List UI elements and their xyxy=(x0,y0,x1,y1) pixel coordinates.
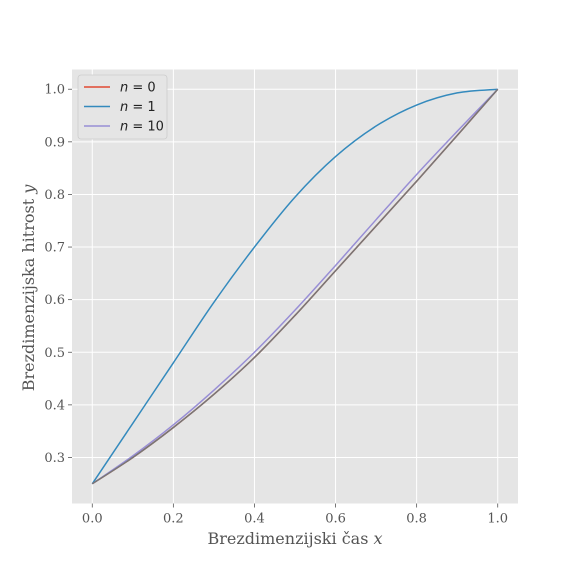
x-tick-label: 0.8 xyxy=(406,512,427,527)
grid-lines xyxy=(72,69,518,504)
y-tick-label: 0.9 xyxy=(44,135,65,150)
legend-entry: n = 0 xyxy=(120,81,156,96)
x-tick-labels: 0.0 0.2 0.4 0.6 0.8 1.0 xyxy=(82,503,508,527)
x-tick-label: 0.0 xyxy=(82,512,103,527)
legend-box xyxy=(77,74,168,140)
series-line-2 xyxy=(91,88,499,485)
x-tick-label: 0.6 xyxy=(325,512,346,527)
x-tick-label: 0.4 xyxy=(244,512,265,527)
y-tick-label: 0.8 xyxy=(44,188,65,203)
y-tick-label: 0.6 xyxy=(44,293,65,308)
y-tick-label: 0.5 xyxy=(44,346,65,361)
y-axis-label: Brezdimenzijska hitrost y xyxy=(19,184,38,392)
y-tick-labels: 0.3 0.4 0.5 0.6 0.7 0.8 0.9 1.0 xyxy=(44,83,72,466)
x-axis-label: Brezdimenzijski čas x xyxy=(207,529,382,548)
legend: n = 0 n = 1 n = 10 xyxy=(77,74,168,140)
series-lines xyxy=(91,88,499,485)
series-line-1 xyxy=(91,88,498,485)
legend-entry: n = 1 xyxy=(120,100,156,115)
legend-entry: n = 10 xyxy=(120,120,164,135)
series-line-3 xyxy=(91,88,499,485)
y-tick-label: 1.0 xyxy=(44,83,65,98)
x-tick-label: 1.0 xyxy=(487,512,508,527)
y-tick-label: 0.4 xyxy=(44,398,65,413)
x-tick-label: 0.2 xyxy=(163,512,184,527)
y-tick-label: 0.3 xyxy=(44,451,65,466)
y-tick-label: 0.7 xyxy=(44,241,65,256)
